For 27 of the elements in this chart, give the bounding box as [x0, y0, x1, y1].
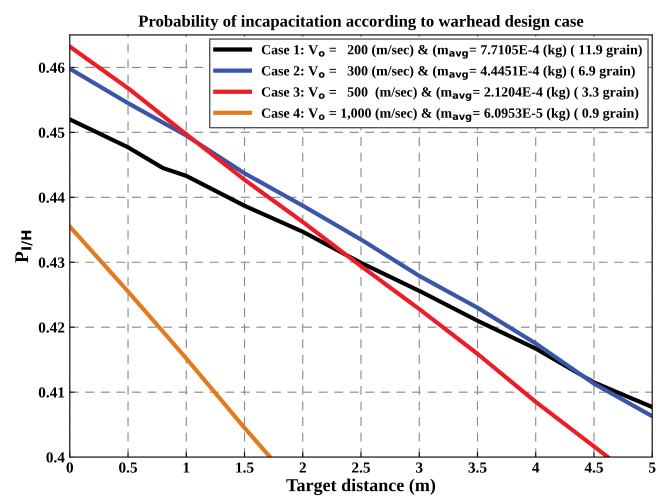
y-tick-label: 0.42: [38, 322, 64, 333]
y-tick-label: 0.46: [38, 62, 64, 73]
x-tick-label: 4.5: [584, 462, 603, 473]
legend-label: Case 2: V$_{o}$ = 300 (m/sec) & (m$_{avg}$= 4.4451E-4 (kg) ( 6.9 grain): [262, 66, 635, 80]
line-series: [70, 224, 272, 458]
x-tick-label: 2.5: [352, 462, 370, 473]
x-tick-label: 2: [300, 462, 306, 473]
x-tick-label: 4: [532, 462, 540, 473]
x-tick-label: 0: [66, 462, 74, 473]
x-tick-label: 0.5: [119, 462, 138, 473]
legend-label: Case 1: V$_{o}$ = 200 (m/sec) & (m$_{avg}$= 7.7105E-4 (kg) ( 11.9 grain): [262, 44, 642, 59]
line-series: [70, 66, 652, 418]
chart-title: Probability of incapacitation according to warhead design case: [138, 14, 584, 30]
x-axis-title: Target distance (m): [286, 478, 436, 496]
x-tick-label: 3.5: [468, 462, 486, 473]
legend-label: Case 3: V$_{o}$ = 500 (m/sec) & (m$_{avg}$= 2.1204E-4 (kg) ( 3.3 grain): [262, 86, 638, 101]
x-tick-label: 1.5: [236, 462, 254, 473]
y-tick-label: 0.41: [38, 387, 64, 398]
y-tick-label: 0.43: [38, 257, 64, 268]
legend-label: Case 4: V$_{o}$ = 1,000 (m/sec) & (m$_{avg}$= 6.0953E-5 (kg) ( 0.9 grain): [262, 108, 638, 122]
x-tick-label: 1: [184, 462, 190, 473]
y-tick-label: 0.4: [46, 452, 65, 463]
x-tick-label: 3: [416, 462, 423, 473]
y-tick-label: 0.45: [38, 127, 64, 138]
y-axis-title: P$_{I/H}$: [15, 230, 33, 263]
x-tick-label: 5: [649, 462, 656, 473]
y-tick-label: 0.44: [38, 192, 65, 203]
